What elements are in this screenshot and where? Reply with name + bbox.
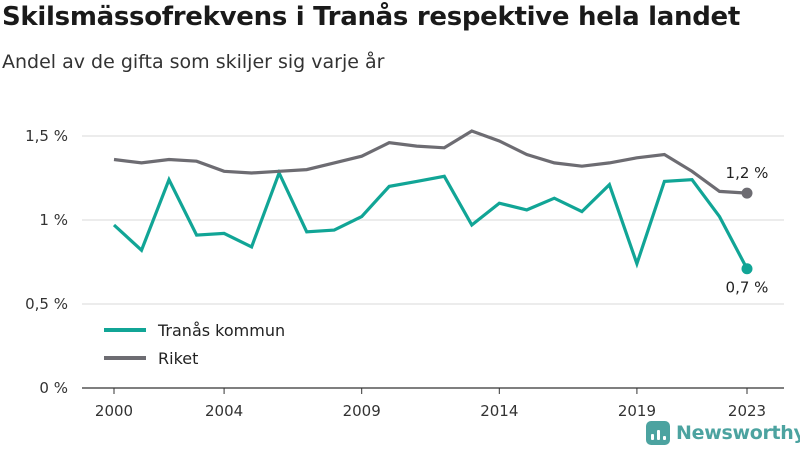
legend: Tranås kommun Riket: [104, 321, 285, 368]
legend-label: Tranås kommun: [157, 321, 285, 340]
x-tick-label: 2019: [618, 402, 656, 420]
series-end-marker: [741, 187, 753, 199]
x-tick-label: 2004: [205, 402, 243, 420]
y-tick-label: 1,5 %: [25, 127, 68, 145]
newsworthy-logo: Newsworthy: [646, 420, 800, 446]
chart-title: Skilsmässofrekvens i Tranås respektive h…: [2, 2, 740, 32]
series-line-0: [112, 168, 749, 270]
series-end-marker: [741, 263, 753, 275]
x-tick-label: 2009: [343, 402, 381, 420]
x-tick-label: 2014: [480, 402, 518, 420]
y-tick-label: 0 %: [39, 379, 68, 397]
legend-label: Riket: [158, 349, 198, 368]
series-line-1: [113, 129, 748, 195]
brand-name: Newsworthy: [676, 422, 800, 444]
chart-subtitle: Andel av de gifta som skiljer sig varje …: [2, 51, 385, 73]
series-end-label: 1,2 %: [726, 164, 769, 182]
series-layer: 0,7 % 1,2 %: [112, 129, 769, 297]
y-tick-label: 0,5 %: [25, 295, 68, 313]
x-tick-label: 2023: [728, 402, 766, 420]
x-tick-label: 2000: [95, 402, 133, 420]
bar-chart-icon: [646, 421, 670, 445]
series-end-label: 0,7 %: [726, 279, 769, 297]
axes: 0 % 0,5 % 1 % 1,5 % 2000 2004 2009 2014 2019 2023: [25, 127, 766, 420]
gridlines: [82, 135, 784, 389]
y-tick-label: 1 %: [39, 211, 68, 229]
